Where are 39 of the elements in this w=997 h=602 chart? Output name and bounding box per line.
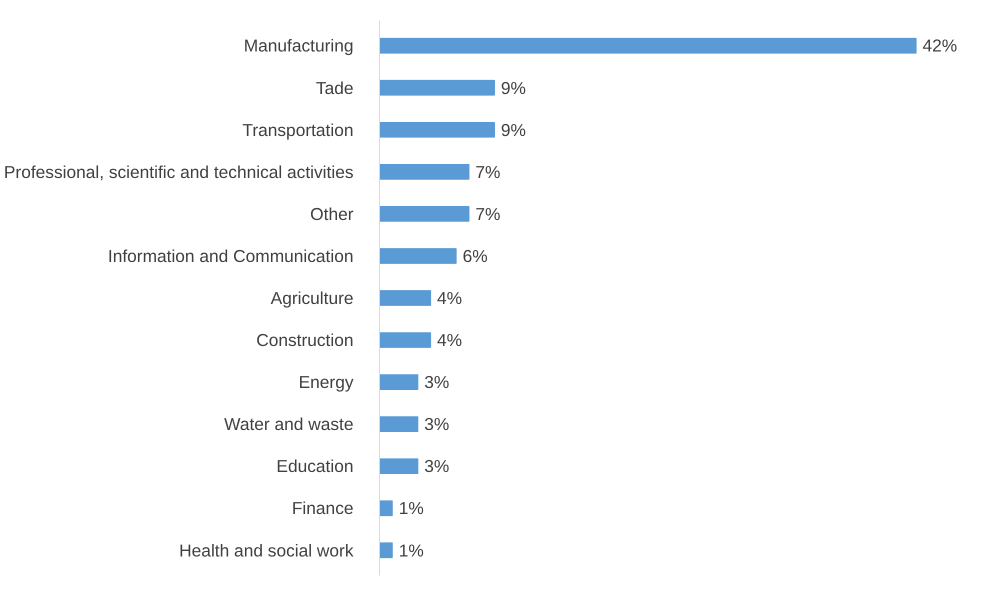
data-label: 1% xyxy=(398,498,424,518)
bar xyxy=(380,332,432,348)
y-tick-label: Education xyxy=(276,456,354,476)
y-tick-label: Water and waste xyxy=(224,414,354,434)
y-tick-label: Energy xyxy=(298,372,354,392)
bar xyxy=(380,416,418,432)
data-label: 7% xyxy=(475,204,500,224)
bar xyxy=(380,458,418,474)
data-label: 4% xyxy=(437,330,462,350)
data-label: 3% xyxy=(424,456,450,476)
y-tick-label: Professional, scientific and technical activities xyxy=(4,162,354,182)
bar xyxy=(380,80,495,96)
data-label: 42% xyxy=(922,36,958,56)
data-label: 1% xyxy=(398,540,424,560)
data-label: 6% xyxy=(462,246,488,266)
data-label: 9% xyxy=(500,120,526,140)
y-tick-label: Transportation xyxy=(242,120,354,140)
y-tick-label: Construction xyxy=(256,330,354,350)
y-tick-label: Tade xyxy=(316,78,354,98)
y-tick-label: Health and social work xyxy=(179,540,354,560)
y-tick-label: Information and Communication xyxy=(108,246,354,266)
y-tick-label: Agriculture xyxy=(270,288,354,308)
y-tick-label: Manufacturing xyxy=(244,36,354,56)
y-tick-label: Finance xyxy=(292,498,354,518)
bar xyxy=(380,122,495,138)
bar xyxy=(380,248,457,264)
bar xyxy=(380,290,432,306)
data-label: 3% xyxy=(424,372,450,392)
data-label: 9% xyxy=(500,78,526,98)
bar xyxy=(380,542,393,558)
bar xyxy=(380,206,470,222)
y-tick-label: Other xyxy=(310,204,354,224)
bar xyxy=(380,38,917,54)
data-label: 7% xyxy=(475,162,500,182)
bar xyxy=(380,164,470,180)
data-label: 4% xyxy=(437,288,462,308)
data-label: 3% xyxy=(424,414,450,434)
bar xyxy=(380,374,418,390)
bar xyxy=(380,500,393,516)
